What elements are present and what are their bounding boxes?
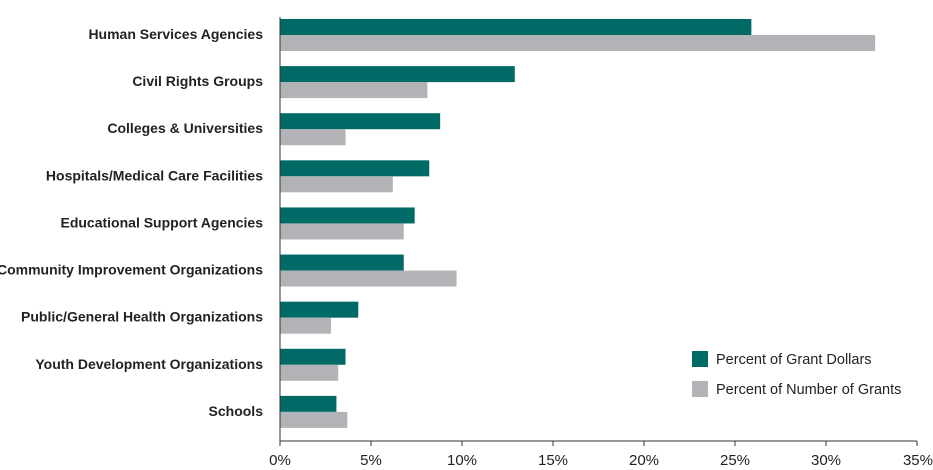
legend-label-grant-dollars: Percent of Grant Dollars	[716, 352, 872, 368]
category-label-schools: Schools	[209, 403, 264, 419]
bar-percent-of-number-of-grants-hospitals-medical-care-facilities	[280, 176, 393, 193]
x-tick-label: 15%	[538, 452, 568, 469]
bar-percent-of-grant-dollars-public-general-health-organizations	[280, 301, 359, 318]
x-tick-label: 0%	[269, 452, 291, 469]
category-label-community-improvement-organizations: Community Improvement Organizations	[0, 262, 263, 278]
x-tick-label: 35%	[903, 452, 933, 469]
legend-swatch-number-of-grants	[692, 381, 708, 397]
bar-percent-of-grant-dollars-colleges-universities	[280, 113, 441, 130]
category-label-civil-rights-groups: Civil Rights Groups	[132, 73, 263, 89]
bars-group	[280, 19, 876, 428]
bar-percent-of-number-of-grants-colleges-universities	[280, 129, 346, 146]
bar-percent-of-number-of-grants-educational-support-agencies	[280, 223, 404, 240]
x-tick-label: 5%	[360, 452, 382, 469]
bar-percent-of-number-of-grants-human-services-agencies	[280, 35, 876, 51]
bar-percent-of-grant-dollars-civil-rights-groups	[280, 66, 515, 83]
bar-percent-of-number-of-grants-schools	[280, 411, 348, 428]
bar-percent-of-number-of-grants-civil-rights-groups	[280, 82, 428, 99]
category-label-public-general-health-organizations: Public/General Health Organizations	[21, 309, 263, 325]
category-labels: Human Services Agencies Civil Rights Grou…	[0, 26, 263, 419]
category-label-colleges-universities: Colleges & Universities	[107, 120, 263, 136]
bar-percent-of-grant-dollars-schools	[280, 395, 337, 412]
legend-swatch-grant-dollars	[692, 351, 708, 367]
category-label-human-services-agencies: Human Services Agencies	[88, 26, 263, 42]
x-tick-label: 30%	[811, 452, 841, 469]
bar-percent-of-number-of-grants-public-general-health-organizations	[280, 317, 331, 334]
category-label-hospitals-medical-care-facilities: Hospitals/Medical Care Facilities	[46, 167, 263, 183]
bar-percent-of-number-of-grants-youth-development-organizations	[280, 364, 339, 381]
x-tick-label: 20%	[629, 452, 659, 469]
bar-percent-of-grant-dollars-educational-support-agencies	[280, 207, 415, 224]
x-tick-label: 10%	[447, 452, 477, 469]
bar-percent-of-grant-dollars-hospitals-medical-care-facilities	[280, 160, 430, 177]
category-label-educational-support-agencies: Educational Support Agencies	[60, 214, 263, 230]
x-tick-label: 25%	[720, 452, 750, 469]
legend: Percent of Grant Dollars Percent of Numb…	[692, 351, 901, 398]
bar-percent-of-number-of-grants-community-improvement-organizations	[280, 270, 457, 287]
legend-label-number-of-grants: Percent of Number of Grants	[716, 382, 901, 398]
bar-percent-of-grant-dollars-community-improvement-organizations	[280, 254, 404, 271]
category-label-youth-development-organizations: Youth Development Organizations	[35, 356, 263, 372]
x-axis-ticks: 0% 5% 10% 15% 20% 25% 30% 35%	[269, 441, 933, 469]
bar-percent-of-grant-dollars-youth-development-organizations	[280, 348, 346, 365]
bar-percent-of-grant-dollars-human-services-agencies	[280, 19, 752, 35]
